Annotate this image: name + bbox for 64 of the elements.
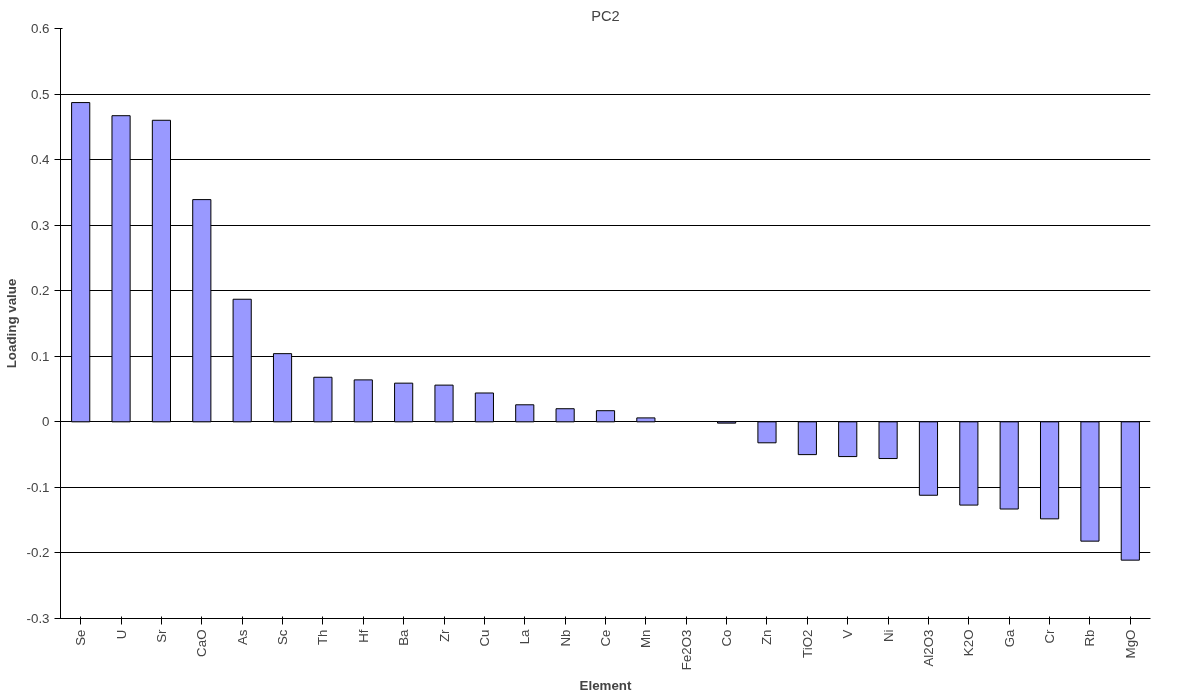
x-tick-label: Sc (275, 629, 291, 646)
x-tick-label: Nb (557, 629, 573, 647)
y-tick-label: -0.3 (26, 611, 50, 626)
x-tick-label: Zn (759, 629, 775, 646)
y-axis-title: Loading value (3, 278, 19, 369)
x-tick-label: CaO (194, 629, 210, 657)
x-tick-label: Se (73, 629, 89, 646)
x-tick-label: Zr (436, 628, 452, 643)
bar (353, 379, 373, 423)
bar (515, 404, 535, 423)
bar (434, 384, 454, 423)
y-tick-label: 0.6 (30, 21, 50, 36)
bar (192, 199, 212, 423)
x-tick-label: Ni (880, 629, 896, 643)
bar (999, 421, 1019, 510)
x-tick-label: Co (719, 629, 735, 647)
x-tick-label: Rb (1082, 629, 1098, 647)
y-tick-label: 0.5 (30, 86, 50, 102)
bar (636, 417, 656, 423)
x-tick-label: Al2O3 (920, 629, 936, 667)
bar (232, 298, 252, 423)
bar (474, 392, 494, 423)
x-tick-label: Mn (638, 629, 654, 649)
x-tick-label: Th (315, 629, 331, 646)
bar (111, 115, 131, 423)
x-tick-label: Hf (355, 629, 371, 643)
x-axis-title: Element (579, 678, 632, 694)
bar (272, 353, 293, 423)
x-tick-label: TiO2 (799, 629, 815, 658)
x-tick-label: Sr (153, 628, 169, 643)
bar (838, 421, 858, 458)
bar (595, 410, 616, 423)
bar (918, 421, 939, 496)
y-tick-label: 0.4 (30, 152, 51, 168)
y-tick-label: 0.3 (30, 217, 50, 233)
bar (1039, 421, 1060, 520)
y-tick-label: -0.1 (26, 479, 50, 495)
x-tick-label: K2O (961, 629, 977, 657)
x-tick-label: Cu (476, 629, 492, 647)
x-tick-label: Ba (396, 628, 412, 646)
x-tick-label: Ce (598, 629, 613, 647)
y-tick-label: 0.1 (30, 348, 50, 364)
x-tick-label: MgO (1122, 629, 1138, 659)
bar (71, 102, 91, 423)
chart-title: PC2 (591, 7, 620, 24)
bar (1080, 421, 1100, 542)
bar (797, 421, 817, 456)
x-tick-label: U (113, 629, 129, 640)
bar (555, 408, 575, 423)
bar (959, 421, 979, 506)
bar (313, 376, 333, 423)
x-tick-label: Cr (1042, 628, 1058, 644)
x-tick-label: As (234, 629, 250, 646)
x-tick-label: La (517, 628, 533, 645)
bar (757, 421, 777, 444)
bar (878, 421, 898, 460)
x-tick-label: Ga (1001, 628, 1017, 648)
y-tick-label: -0.2 (26, 545, 50, 561)
x-tick-label: V (840, 629, 856, 639)
y-tick-label: 0 (42, 414, 50, 430)
y-tick-label: 0.2 (30, 283, 50, 299)
bar (394, 382, 414, 423)
bar (151, 119, 172, 423)
x-tick-label: Fe2O3 (678, 629, 694, 671)
